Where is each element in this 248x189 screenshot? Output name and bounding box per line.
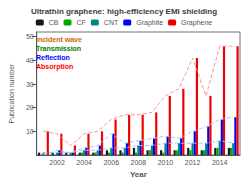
svg-text:Incident wave: Incident wave — [36, 36, 82, 43]
svg-text:40: 40 — [26, 57, 34, 64]
svg-text:CNT: CNT — [104, 19, 119, 26]
svg-text:2012: 2012 — [185, 159, 201, 166]
svg-text:30: 30 — [26, 81, 34, 88]
svg-text:Graphene: Graphene — [181, 19, 212, 27]
svg-text:2008: 2008 — [131, 159, 147, 166]
svg-text:2010: 2010 — [158, 159, 174, 166]
svg-text:Reflection: Reflection — [36, 54, 70, 61]
svg-text:Ultrathin graphene: high-effic: Ultrathin graphene: high-efficiency EMI … — [31, 7, 217, 16]
svg-text:CB: CB — [49, 19, 59, 26]
svg-text:Graphite: Graphite — [136, 19, 163, 27]
svg-text:50: 50 — [26, 33, 34, 40]
svg-text:Absorption: Absorption — [36, 63, 73, 71]
svg-text:Publication number: Publication number — [8, 63, 15, 124]
svg-text:20: 20 — [26, 104, 34, 111]
svg-text:CF: CF — [77, 19, 86, 26]
svg-text:2014: 2014 — [212, 159, 228, 166]
svg-text:Transmission: Transmission — [36, 45, 81, 52]
svg-text:Year: Year — [130, 170, 147, 179]
svg-text:2004: 2004 — [76, 159, 92, 166]
svg-text:10: 10 — [26, 128, 34, 135]
svg-text:2002: 2002 — [49, 159, 65, 166]
svg-text:2006: 2006 — [103, 159, 119, 166]
